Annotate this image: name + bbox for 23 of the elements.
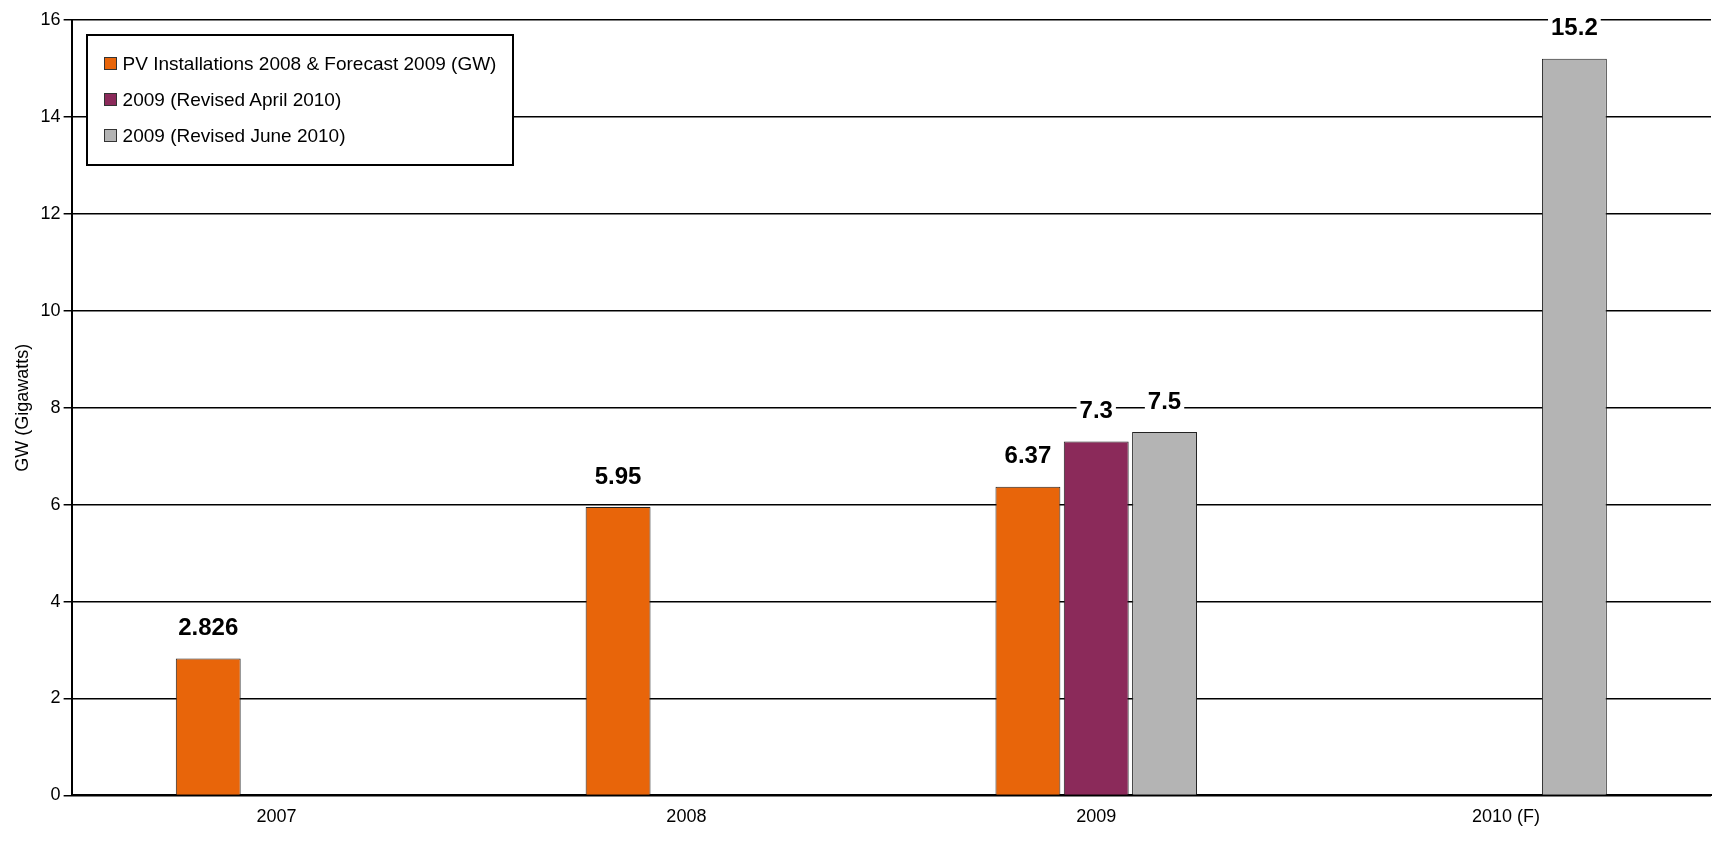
data-label: 6.37 <box>1004 441 1052 469</box>
data-label: 2.826 <box>178 613 239 641</box>
y-tick-label: 12 <box>40 202 61 223</box>
x-tick-label: 2010 (F) <box>1472 806 1541 827</box>
legend-label: 2009 (Revised June 2010) <box>121 124 347 148</box>
data-label: 15.2 <box>1551 13 1598 41</box>
y-tick-label: 0 <box>50 784 61 805</box>
data-label: 5.95 <box>594 461 642 489</box>
x-tick-label: 2008 <box>666 806 707 827</box>
legend-label: PV Installations 2008 & Forecast 2009 (GW) <box>121 52 497 76</box>
y-tick-label: 2 <box>50 687 61 708</box>
y-tick-label: 14 <box>40 105 61 126</box>
legend-label: 2009 (Revised April 2010) <box>121 88 343 112</box>
y-tick-label: 4 <box>50 590 61 611</box>
y-axis-title: GW (Gigawatts) <box>11 343 32 472</box>
y-tick-label: 6 <box>50 493 61 514</box>
y-tick-label: 8 <box>50 396 61 417</box>
x-tick-label: 2009 <box>1076 806 1117 827</box>
data-label: 7.5 <box>1147 386 1182 414</box>
data-label: 7.3 <box>1079 396 1113 424</box>
y-tick-label: 16 <box>40 8 61 29</box>
y-tick-label: 10 <box>40 299 61 320</box>
x-tick-label: 2007 <box>256 806 297 827</box>
